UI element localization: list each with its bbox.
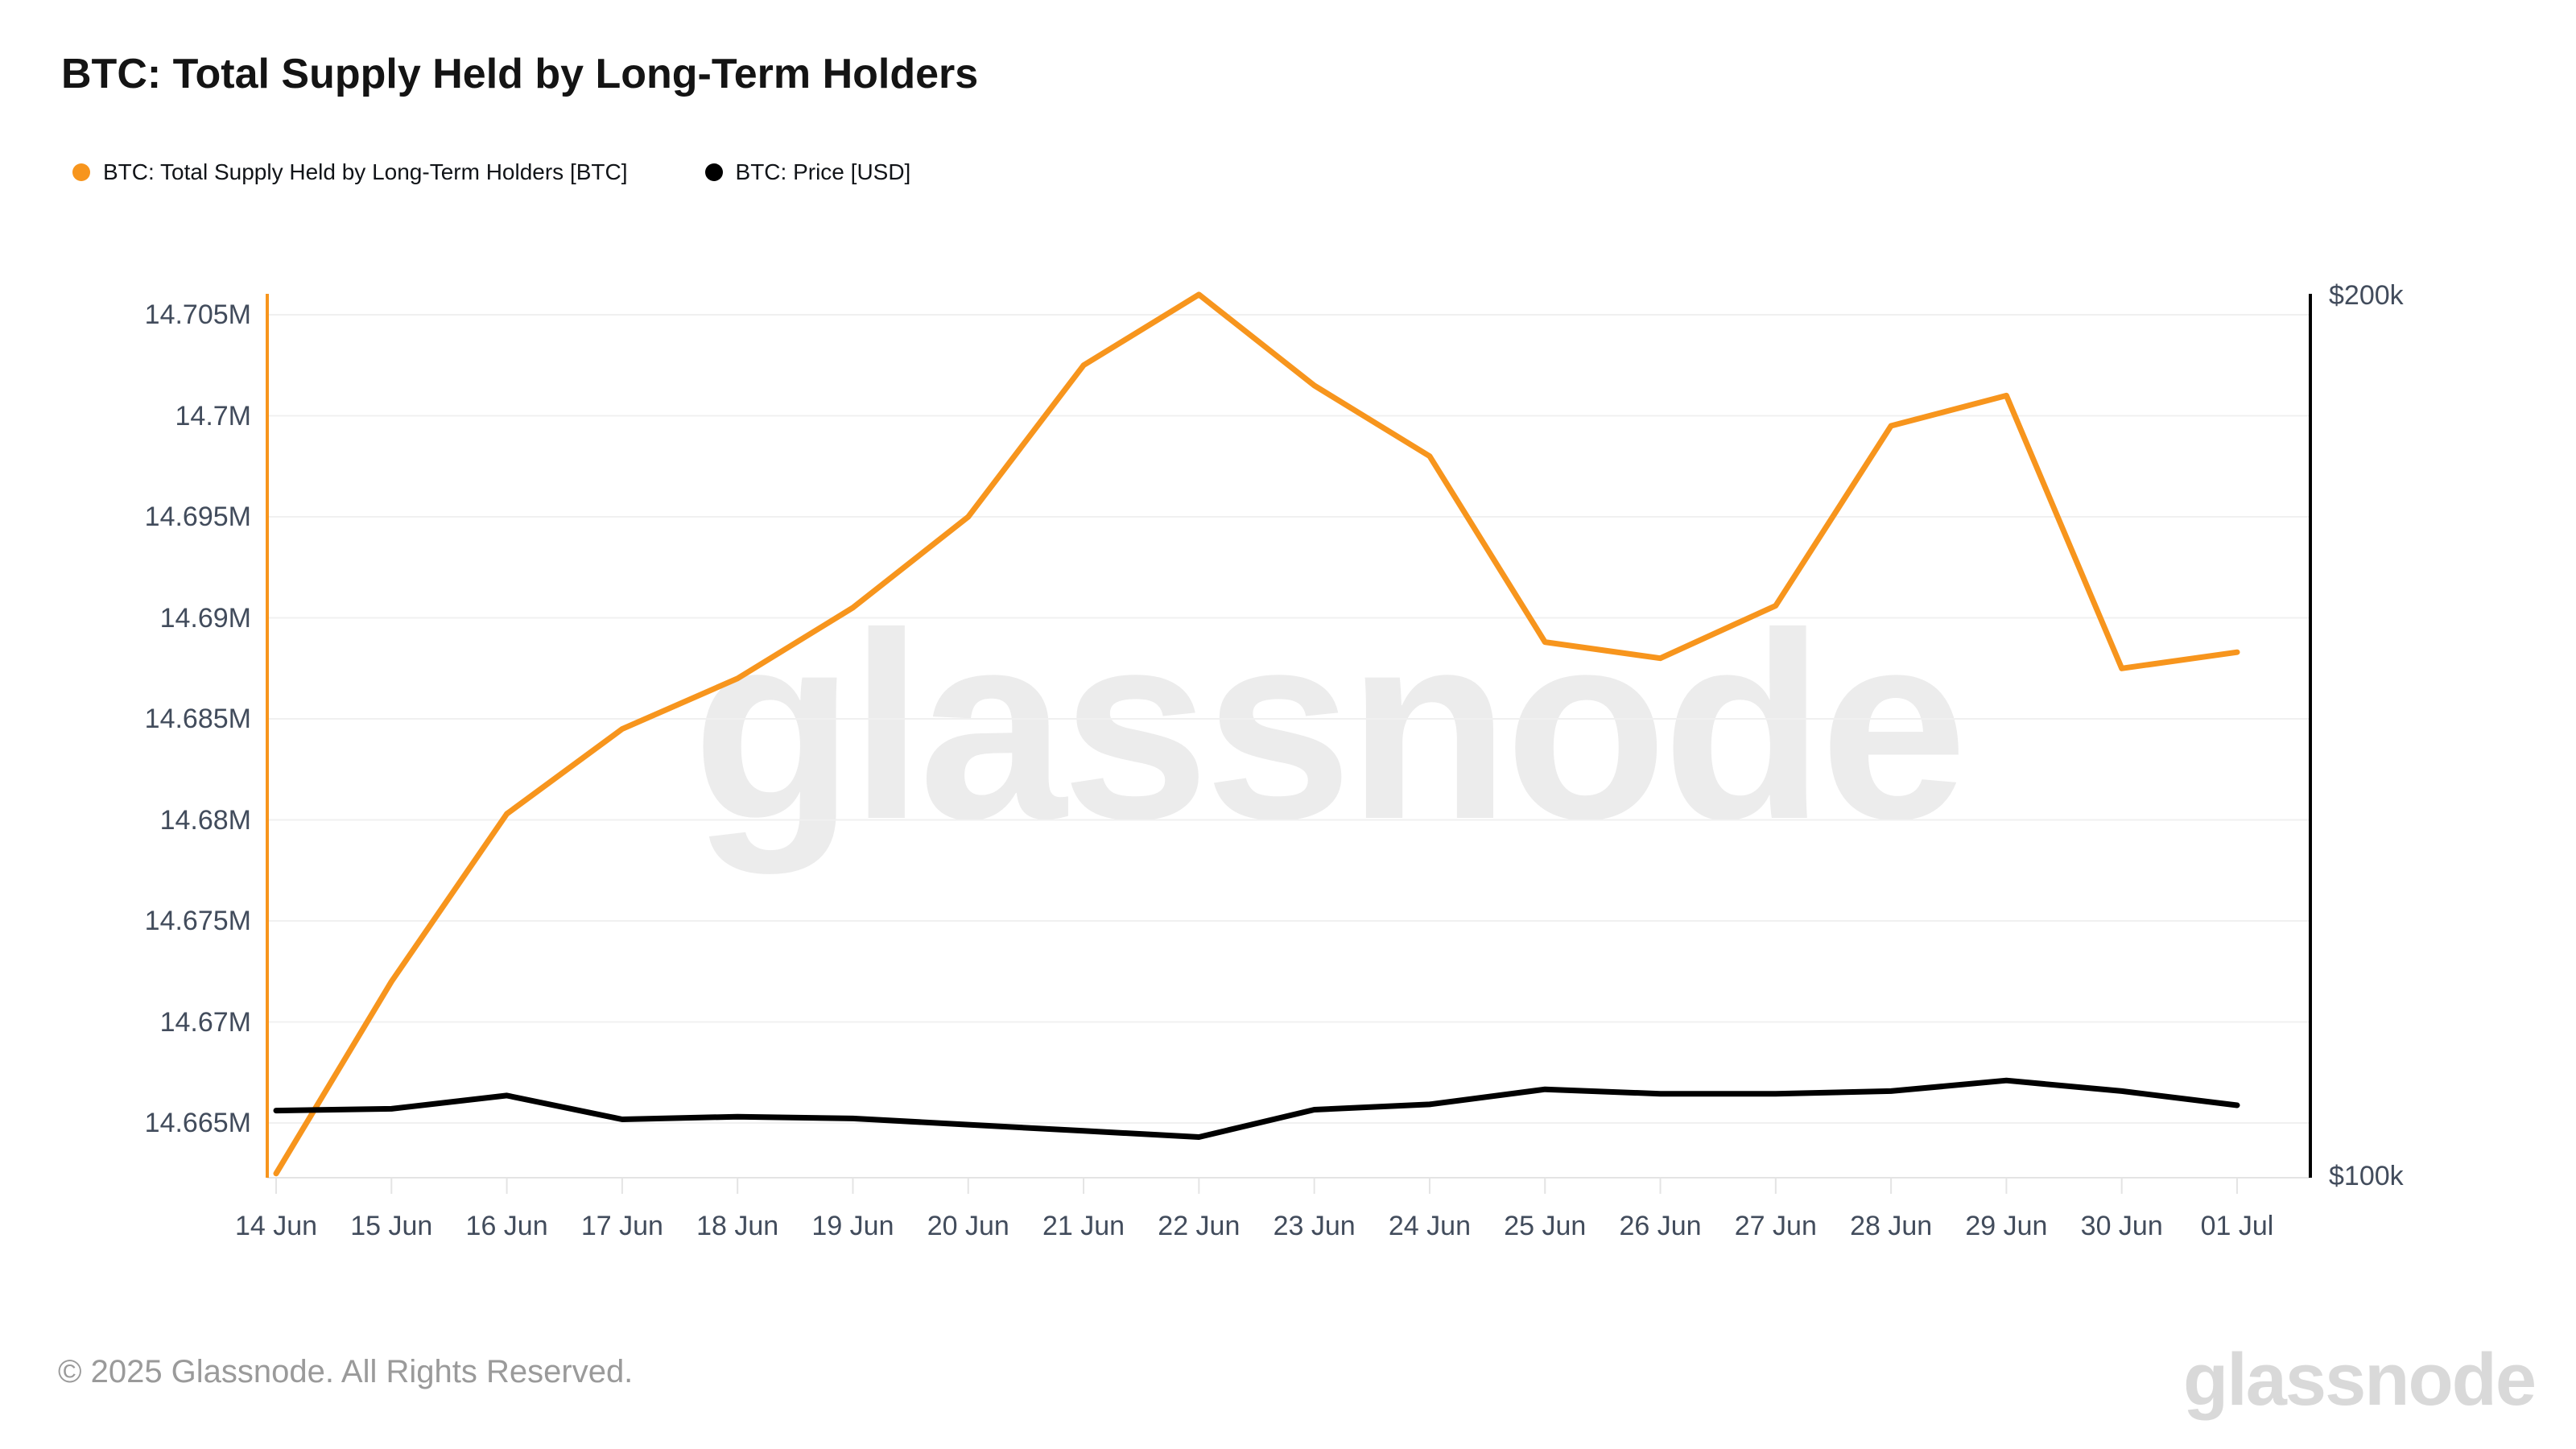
x-axis-tick-label: 28 Jun — [1850, 1211, 1933, 1241]
right-axis-top-label: $200k — [2329, 280, 2404, 311]
y-axis-tick-label: 14.67M — [159, 1006, 251, 1038]
glassnode-logo: glassnode — [2183, 1339, 2537, 1421]
x-axis-tick-label: 30 Jun — [2080, 1211, 2163, 1241]
x-axis-tick-label: 23 Jun — [1273, 1211, 1356, 1241]
y-axis-tick-label: 14.705M — [144, 299, 251, 330]
supply-line-series — [273, 291, 2240, 1177]
supply-series-dot-icon — [72, 163, 90, 181]
x-axis-ticks — [275, 1178, 2238, 1194]
legend-item-supply[interactable]: BTC: Total Supply Held by Long-Term Hold… — [72, 159, 628, 185]
legend-item-price[interactable]: BTC: Price [USD] — [704, 159, 911, 185]
y-axis-tick-label: 14.685M — [144, 704, 251, 734]
price-series-dot-icon — [704, 163, 723, 181]
x-axis-tick-label: 20 Jun — [927, 1211, 1009, 1241]
x-axis-tick-label: 18 Jun — [696, 1211, 779, 1241]
legend-label-supply: BTC: Total Supply Held by Long-Term Hold… — [103, 159, 628, 184]
x-axis-tick-label: 14 Jun — [234, 1211, 318, 1241]
gridlines — [267, 314, 2310, 1124]
legend-label-price: BTC: Price [USD] — [735, 159, 911, 184]
legend: BTC: Total Supply Held by Long-Term Hold… — [72, 159, 910, 185]
price-line-series — [273, 1077, 2240, 1140]
x-axis-tick-label: 16 Jun — [465, 1211, 548, 1241]
y-axis-tick-label: 14.69M — [159, 602, 251, 634]
x-axis-tick-label: 26 Jun — [1619, 1211, 1702, 1241]
x-axis-tick-label: 21 Jun — [1042, 1211, 1125, 1241]
y-axis-tick-label: 14.695M — [144, 502, 251, 532]
chart-title: BTC: Total Supply Held by Long-Term Hold… — [61, 51, 979, 97]
y-axis-tick-label: 14.7M — [175, 400, 252, 431]
right-axis-bottom-label: $100k — [2329, 1161, 2404, 1191]
x-axis-tick-label: 15 Jun — [350, 1211, 433, 1241]
x-axis-tick-label: 19 Jun — [811, 1211, 894, 1241]
x-axis-tick-label: 17 Jun — [580, 1211, 663, 1241]
y-axis-tick-label: 14.675M — [144, 906, 251, 936]
x-axis-tick-label: 27 Jun — [1734, 1211, 1817, 1241]
x-axis-tick-label: 29 Jun — [1965, 1211, 2048, 1241]
y-axis-tick-label: 14.68M — [159, 804, 251, 836]
glassnode-watermark: glassnode — [692, 577, 1967, 874]
copyright-text: © 2025 Glassnode. All Rights Reserved. — [58, 1354, 634, 1389]
x-axis-tick-label: 01 Jul — [2200, 1211, 2274, 1241]
y-axis-tick-label: 14.665M — [144, 1108, 251, 1138]
x-axis-tick-label: 22 Jun — [1158, 1211, 1241, 1241]
x-axis-tick-label: 25 Jun — [1504, 1211, 1587, 1241]
x-axis-tick-label: 24 Jun — [1388, 1211, 1471, 1241]
